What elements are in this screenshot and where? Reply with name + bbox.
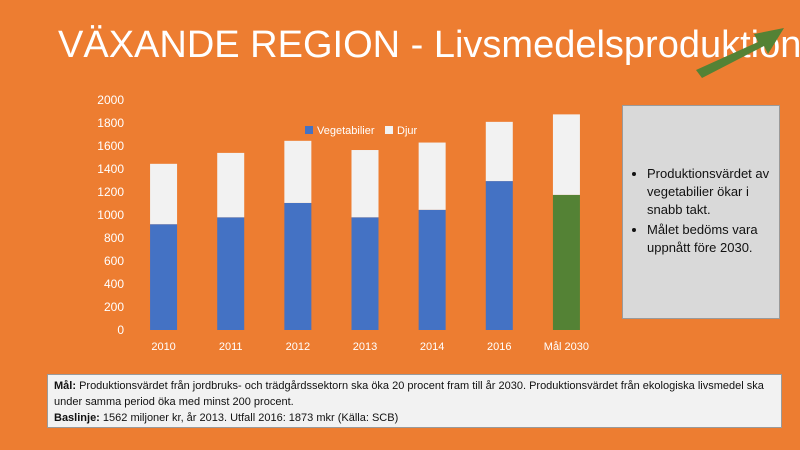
goal-label: Mål: <box>54 380 76 392</box>
page-title: VÄXANDE REGION - Livsmedelsproduktion <box>58 24 800 66</box>
y-tick-label: 1200 <box>97 185 124 199</box>
bar-djur <box>552 114 580 195</box>
stacked-bar-chart: 0 200 400 600 800 1000 1200 1400 1600 1800 2000 201… <box>97 93 589 353</box>
y-tick-label: 1000 <box>97 208 124 222</box>
bar-vegetabilier <box>552 194 580 330</box>
bar-djur <box>485 121 513 182</box>
comment-box: Produktionsvärdet av vegetabilier ökar i… <box>622 105 780 319</box>
comment-item: Målet bedöms vara uppnått före 2030. <box>647 221 771 257</box>
bar-vegetabilier <box>150 224 178 330</box>
y-tick-label: 400 <box>104 277 124 291</box>
legend-label: Djur <box>397 125 418 137</box>
y-tick-label: 800 <box>104 231 124 245</box>
bar-vegetabilier <box>217 217 245 330</box>
bar-djur <box>284 140 312 203</box>
x-tick-label: Mål 2030 <box>544 341 589 353</box>
legend-swatch-djur <box>385 126 393 134</box>
x-tick-label: 2014 <box>420 341 444 353</box>
baseline-paragraph: Baslinje: 1562 miljoner kr, år 2013. Utf… <box>54 410 775 426</box>
goal-paragraph: Mål: Produktionsvärdet från jordbruks- o… <box>54 378 775 410</box>
y-tick-label: 1800 <box>97 116 124 130</box>
bar-vegetabilier <box>351 217 379 330</box>
bar-vegetabilier <box>485 181 513 330</box>
y-tick-label: 600 <box>104 254 124 268</box>
x-tick-label: 2016 <box>487 341 511 353</box>
bar-djur <box>217 152 245 218</box>
x-tick-label: 2012 <box>286 341 310 353</box>
bar-djur <box>351 150 379 218</box>
y-tick-label: 2000 <box>97 93 124 107</box>
goal-box: Mål: Produktionsvärdet från jordbruks- o… <box>47 374 782 428</box>
x-tick-label: 2010 <box>151 341 175 353</box>
bar-djur <box>150 163 178 225</box>
goal-text: Produktionsvärdet från jordbruks- och tr… <box>54 380 764 408</box>
bar-vegetabilier <box>284 202 312 330</box>
y-tick-label: 1600 <box>97 139 124 153</box>
y-tick-label: 0 <box>117 323 124 337</box>
bar-djur <box>418 142 446 210</box>
x-tick-label: 2013 <box>353 341 377 353</box>
legend-label: Vegetabilier <box>317 125 375 137</box>
baseline-label: Baslinje: <box>54 412 100 424</box>
y-tick-label: 200 <box>104 300 124 314</box>
legend-swatch-vegetabilier <box>305 126 313 134</box>
bar-vegetabilier <box>418 209 446 330</box>
growth-arrow-icon <box>696 28 784 78</box>
comment-list: Produktionsvärdet av vegetabilier ökar i… <box>623 165 779 259</box>
baseline-text: 1562 miljoner kr, år 2013. Utfall 2016: … <box>102 412 399 424</box>
y-tick-label: 1400 <box>97 162 124 176</box>
comment-item: Produktionsvärdet av vegetabilier ökar i… <box>647 165 771 219</box>
x-tick-label: 2011 <box>219 341 243 353</box>
